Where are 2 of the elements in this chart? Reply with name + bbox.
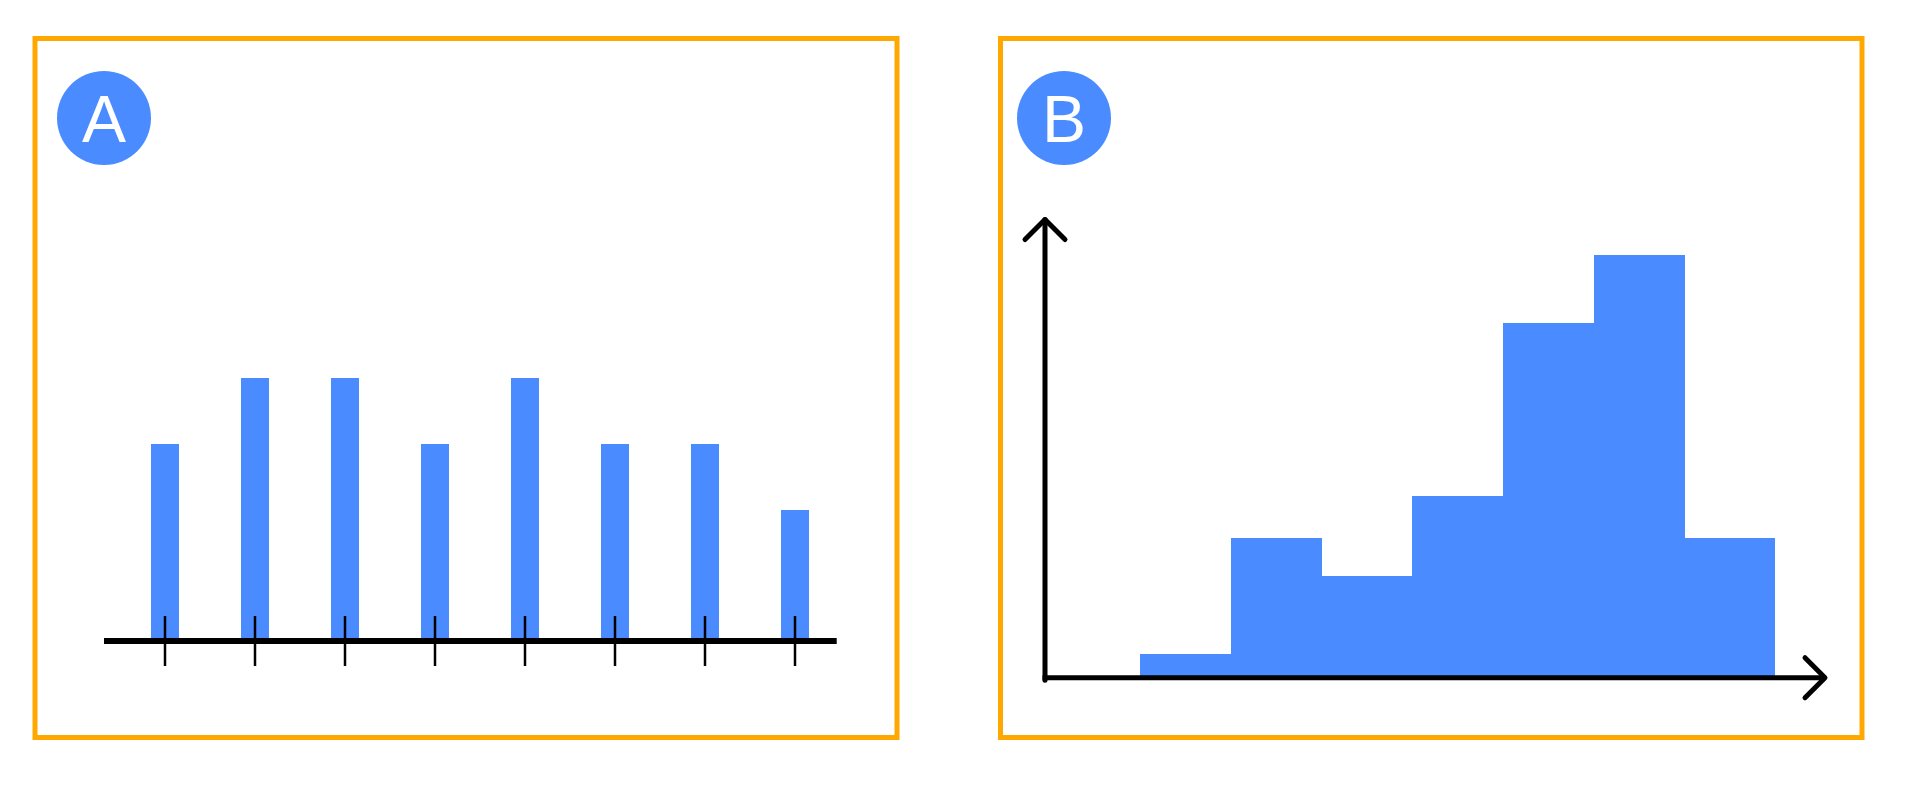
- chart-title: B: [1041, 82, 1087, 156]
- chart-title: A: [81, 82, 127, 156]
